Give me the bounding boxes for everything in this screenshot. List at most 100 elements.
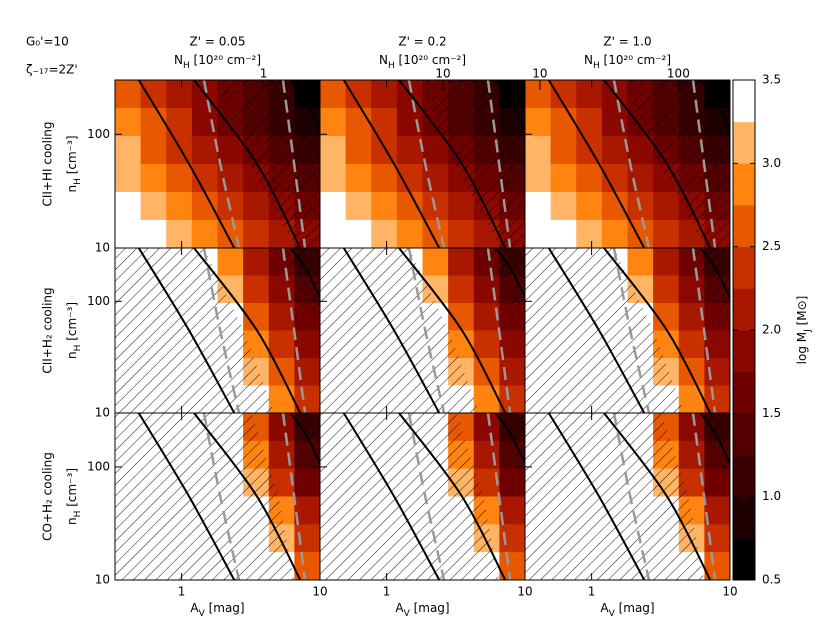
contour-cell [525, 220, 552, 248]
contour-cell [499, 330, 525, 359]
contour-cell [191, 108, 218, 137]
colorbar-tick-label: 3.5 [762, 73, 781, 87]
contour-cell [371, 164, 398, 193]
solid-line [342, 248, 441, 413]
contour-cell [243, 220, 270, 248]
contour-cell [217, 248, 244, 276]
contour-cell [499, 496, 525, 525]
y-axis-label-rest: [cm⁻³] [65, 468, 79, 511]
dashed-line [691, 413, 717, 580]
hatch-region [699, 413, 730, 467]
panel-frame [524, 412, 731, 581]
top-axis-label-rest: [10²⁰ cm⁻²] [600, 53, 671, 67]
top-axis-label-rest: [10²⁰ cm⁻²] [395, 53, 466, 67]
panel [115, 248, 320, 413]
x-axis-label-sub: V [199, 609, 206, 619]
hatch-region [278, 248, 320, 331]
contour-cell [499, 524, 525, 553]
contour-cell [345, 220, 372, 248]
y-tick-label: 100 [87, 294, 110, 308]
panel [320, 80, 525, 248]
colorbar-band [733, 330, 755, 373]
contour-cell [191, 220, 218, 248]
contour-cell [166, 80, 193, 109]
dashed-line [612, 80, 651, 248]
contour-cell [678, 413, 705, 442]
contour-cell [243, 248, 270, 276]
contour-cell [627, 248, 654, 276]
solid-line [547, 80, 646, 248]
header-line: G₀'=10 [26, 35, 69, 49]
contour-cell [473, 330, 500, 359]
contour-cell [396, 192, 423, 221]
dashed-line [281, 248, 307, 413]
contour-cell [448, 220, 475, 248]
colorbar-band [733, 288, 755, 331]
contour-cell [166, 164, 193, 193]
contour-cell [115, 220, 142, 248]
x-axis-label-rest: [mag] [205, 601, 245, 615]
contour-cell [678, 385, 705, 413]
column-title: Z' = 0.2 [398, 35, 446, 49]
solid-line [398, 80, 507, 248]
contour-cell [653, 275, 680, 304]
contour-cell [601, 136, 628, 165]
x-tick-label: 10 [312, 585, 327, 599]
x2-tick-label: 100 [667, 67, 690, 81]
x-tick-label: 1 [178, 585, 186, 599]
contour-cell [576, 164, 603, 193]
top-axis-label-main: N [379, 53, 388, 67]
hatch-region [525, 413, 705, 580]
solid-line [494, 80, 525, 131]
contour-cell [576, 80, 603, 109]
contour-cell [294, 496, 320, 525]
x2-tick-label: 10 [532, 67, 547, 81]
x-axis-label-sub: V [404, 609, 411, 619]
contour-cell [678, 330, 705, 359]
contour-cell [140, 108, 167, 137]
contour-cell [320, 164, 347, 193]
dashed-line [691, 248, 717, 413]
solid-line [603, 413, 712, 580]
contour-cell [448, 192, 475, 221]
contour-cell [396, 164, 423, 193]
contour-cell [653, 248, 680, 276]
contour-cell [268, 358, 295, 386]
solid-line [289, 413, 320, 464]
contour-cell [166, 192, 193, 221]
contour-cell [115, 164, 142, 193]
solid-line [289, 80, 320, 131]
x-tick-label: 10 [722, 585, 737, 599]
panel [525, 248, 730, 413]
dashed-line [281, 413, 307, 580]
colorbar-tick-label: 3.0 [762, 156, 781, 170]
contour-cell [268, 385, 295, 413]
top-axis-label-main: N [174, 53, 183, 67]
x-axis-label-rest: [mag] [410, 601, 450, 615]
contour-cell [345, 108, 372, 137]
contour-cell [473, 413, 500, 442]
contour-cell [320, 220, 347, 248]
dashed-line [486, 248, 512, 413]
solid-line [398, 413, 507, 580]
solid-line [699, 248, 730, 299]
header-line: ζ₋₁₇=2Z' [26, 63, 78, 77]
solid-line [289, 248, 320, 299]
contour-cell [396, 108, 423, 137]
x-axis-label-main: A [600, 601, 609, 615]
contour-cell [704, 468, 730, 497]
contour-cell [525, 80, 552, 109]
y-tick-label: 100 [87, 459, 110, 473]
contour-cell [473, 385, 500, 413]
column-title: Z' = 0.05 [190, 35, 246, 49]
contour-cell [191, 136, 218, 165]
y-axis-label: nH [cm⁻³] [65, 302, 83, 359]
solid-line [494, 248, 525, 299]
solid-line [699, 80, 730, 131]
panel [115, 80, 320, 248]
contour-cell [140, 136, 167, 165]
contour-cell [268, 303, 295, 331]
solid-line [137, 248, 236, 413]
colorbar-tick-label: 1.0 [762, 489, 781, 503]
y-tick-label: 10 [95, 241, 110, 255]
